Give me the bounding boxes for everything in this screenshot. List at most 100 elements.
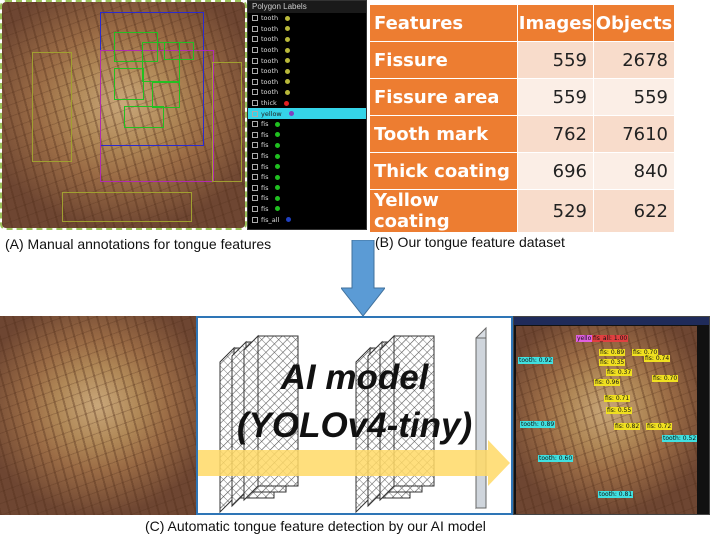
input-tongue-image <box>0 316 196 515</box>
checkbox-icon[interactable] <box>252 131 258 138</box>
panel-a-annotation: Polygon Labels tooth tooth tooth tooth tooth… <box>0 0 368 230</box>
polygon-label-item[interactable]: fis <box>248 151 366 162</box>
label-color-dot-icon <box>275 195 281 201</box>
detection-label: tooth: 0.92 <box>518 357 554 364</box>
checkbox-icon[interactable] <box>252 110 258 117</box>
polygon-labels-panel: Polygon Labels tooth tooth tooth tooth tooth… <box>247 0 367 230</box>
objects-cell: 7610 <box>593 115 675 153</box>
network-layers-graphic <box>198 326 510 513</box>
checkbox-icon[interactable] <box>252 153 258 160</box>
detection-label: fis: 0.82 <box>614 423 641 430</box>
detection-label: tooth: 0.52 <box>662 435 698 442</box>
checkbox-icon[interactable] <box>252 100 258 107</box>
feature-dataset-table: Features Images Objects Fissure 559 2678… <box>369 4 675 233</box>
polygon-label-item[interactable]: fis <box>248 193 366 204</box>
polygon-label-text: fis <box>261 152 269 161</box>
detection-label: fis: 0.70 <box>632 349 659 356</box>
checkbox-icon[interactable] <box>252 184 258 191</box>
polygon-label-item[interactable]: tooth <box>248 66 366 77</box>
polygon-label-text: tooth <box>261 67 279 76</box>
polygon-label-text: tooth <box>261 35 279 44</box>
ai-model-name: (YOLOv4-tiny) <box>236 406 473 445</box>
checkbox-icon[interactable] <box>252 15 258 22</box>
polygon-label-text: fis_all <box>261 215 280 224</box>
polygon-label-text: fis <box>261 130 269 139</box>
detection-labels: tooth: 0.92 fis: 0.89 fis: 0.70 fis: 0.35 fi… <box>514 317 709 514</box>
table-row: Fissure 559 2678 <box>369 41 675 79</box>
polygon-label-item[interactable]: tooth <box>248 13 366 24</box>
fissure-box <box>142 42 180 82</box>
checkbox-icon[interactable] <box>252 68 258 75</box>
ai-model-title: AI model <box>280 358 429 397</box>
caption-c: (C) Automatic tongue feature detection b… <box>145 518 486 534</box>
label-color-dot-icon <box>285 58 291 64</box>
fissure-box <box>114 32 158 62</box>
feature-cell: Thick coating <box>369 152 518 190</box>
detection-label: tooth: 0.60 <box>538 455 574 462</box>
images-cell: 762 <box>517 115 594 153</box>
checkbox-icon[interactable] <box>252 25 258 32</box>
checkbox-icon[interactable] <box>252 174 258 181</box>
polygon-label-item[interactable]: yellow <box>248 108 366 119</box>
polygon-label-text: fis <box>261 194 269 203</box>
label-color-dot-icon <box>275 206 281 212</box>
checkbox-icon[interactable] <box>252 205 258 212</box>
checkbox-icon[interactable] <box>252 36 258 43</box>
polygon-label-item[interactable]: fis <box>248 183 366 194</box>
polygon-label-item[interactable]: fis <box>248 204 366 215</box>
table-row: Yellow coating 529 622 <box>369 189 675 233</box>
caption-a: (A) Manual annotations for tongue featur… <box>5 236 272 252</box>
label-color-dot-icon <box>275 185 281 191</box>
polygon-label-text: fis <box>261 162 269 171</box>
label-color-dot-icon <box>275 121 281 127</box>
checkbox-icon[interactable] <box>252 163 258 170</box>
label-color-dot-icon <box>275 174 281 180</box>
flow-arrow-icon <box>198 440 510 486</box>
annotated-tongue-image <box>0 0 247 230</box>
polygon-label-item[interactable]: tooth <box>248 77 366 88</box>
label-color-dot-icon <box>285 36 291 42</box>
polygon-label-text: tooth <box>261 14 279 23</box>
polygon-label-item[interactable]: fis <box>248 119 366 130</box>
checkbox-icon[interactable] <box>252 57 258 64</box>
checkbox-icon[interactable] <box>252 89 258 96</box>
polygon-label-item[interactable]: tooth <box>248 45 366 56</box>
header-objects: Objects <box>593 4 675 42</box>
label-color-dot-icon <box>285 26 291 32</box>
polygon-label-item[interactable]: fis <box>248 172 366 183</box>
header-features: Features <box>369 4 518 42</box>
detection-output-image: tooth: 0.92 fis: 0.89 fis: 0.70 fis: 0.35 fi… <box>513 316 710 515</box>
feature-cell: Fissure <box>369 41 518 79</box>
checkbox-icon[interactable] <box>252 195 258 202</box>
images-cell: 559 <box>517 41 594 79</box>
tooth-mark-box <box>32 52 72 162</box>
detection-label: fis: 0.37 <box>606 369 633 376</box>
polygon-label-item[interactable]: tooth <box>248 34 366 45</box>
polygon-label-item[interactable]: tooth <box>248 55 366 66</box>
detection-label: tooth: 0.81 <box>598 491 634 498</box>
detection-label: fis: 0.35 <box>599 359 626 366</box>
polygon-label-item[interactable]: fis <box>248 140 366 151</box>
checkbox-icon[interactable] <box>252 142 258 149</box>
objects-cell: 559 <box>593 78 675 116</box>
polygon-label-text: tooth <box>261 46 279 55</box>
checkbox-icon[interactable] <box>252 47 258 54</box>
polygon-label-item[interactable]: thick <box>248 98 366 109</box>
checkbox-icon[interactable] <box>252 216 258 223</box>
checkbox-icon[interactable] <box>252 78 258 85</box>
detection-label: fis: 0.74 <box>644 355 671 362</box>
fissure-box <box>114 68 144 100</box>
label-color-dot-icon <box>285 79 291 85</box>
polygon-label-item[interactable]: fis_all <box>248 214 366 225</box>
polygon-label-item[interactable]: tooth <box>248 87 366 98</box>
polygon-label-item[interactable]: tooth <box>248 24 366 35</box>
polygon-label-text: yellow <box>261 109 282 118</box>
polygon-label-item[interactable]: fis <box>248 161 366 172</box>
checkbox-icon[interactable] <box>252 121 258 128</box>
detection-label: yello <box>576 335 593 342</box>
table-row: Tooth mark 762 7610 <box>369 115 675 153</box>
label-color-dot-icon <box>275 153 281 159</box>
polygon-label-text: fis <box>261 173 269 182</box>
polygon-label-item[interactable]: fis <box>248 130 366 141</box>
tooth-mark-box <box>62 192 192 222</box>
